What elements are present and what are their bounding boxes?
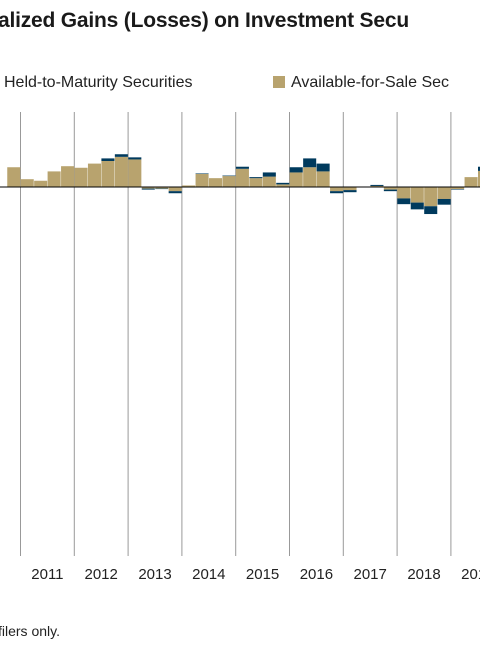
bar-htm <box>249 177 263 179</box>
bar-afs <box>424 187 438 207</box>
chart-title: alized Gains (Losses) on Investment Secu <box>0 9 409 32</box>
x-tick-label: 2016 <box>300 566 333 583</box>
bar-afs <box>235 168 249 187</box>
footnote: filers only. <box>0 623 60 639</box>
bar-afs <box>74 167 88 187</box>
bar-afs <box>87 163 101 187</box>
x-tick-label: 2015 <box>246 566 279 583</box>
bar-afs <box>47 171 61 187</box>
bar-afs <box>7 167 21 187</box>
bar-htm <box>316 163 330 172</box>
bar-afs <box>114 156 128 187</box>
bar-htm <box>437 198 451 205</box>
bar-afs <box>370 185 384 187</box>
bar-afs <box>397 187 411 199</box>
bar-htm <box>370 184 384 186</box>
bar-afs <box>289 172 303 187</box>
bar-afs <box>128 159 142 187</box>
bar-htm <box>343 190 357 193</box>
bar-afs <box>343 187 357 191</box>
bar-afs <box>478 170 480 187</box>
bar-htm <box>397 198 411 205</box>
bar-afs <box>209 178 223 187</box>
bar-htm <box>330 191 344 194</box>
bar-afs <box>276 184 290 187</box>
bar-afs <box>195 174 209 187</box>
bar-htm <box>168 191 182 194</box>
bar-afs <box>330 187 344 192</box>
bar-afs <box>437 187 451 199</box>
x-tick-label: 2019 <box>461 566 480 583</box>
bar-afs <box>464 177 478 187</box>
legend-item-afs: Available-for-Sale Sec <box>273 74 449 92</box>
legend-swatch-afs <box>273 76 285 88</box>
x-tick-label: 2013 <box>138 566 171 583</box>
bar-htm <box>262 172 276 177</box>
bar-afs <box>61 166 75 187</box>
bar-htm <box>289 167 303 173</box>
bar-htm <box>451 189 465 190</box>
bar-htm <box>155 188 169 190</box>
bar-htm <box>424 206 438 215</box>
bar-afs <box>451 187 465 190</box>
x-tick-label: 2014 <box>192 566 225 583</box>
bar-afs <box>101 161 115 187</box>
x-tick-label: 2018 <box>407 566 440 583</box>
bar-htm <box>478 166 480 171</box>
bar-afs <box>182 185 196 187</box>
bar-afs <box>141 187 155 189</box>
bar-afs <box>249 178 263 187</box>
bar-htm <box>222 175 236 177</box>
bar-afs <box>20 179 34 187</box>
bar-htm <box>195 173 209 174</box>
bar-afs <box>383 187 397 190</box>
bar-htm <box>141 188 155 190</box>
bar-afs <box>410 187 424 203</box>
bar-htm <box>303 158 317 168</box>
bar-htm <box>276 182 290 185</box>
legend-label-afs: Available-for-Sale Sec <box>291 74 450 91</box>
x-tick-label: 2012 <box>85 566 118 583</box>
bar-afs <box>34 180 48 187</box>
bar-htm <box>235 166 249 169</box>
legend-item-htm: Held-to-Maturity Securities <box>0 74 193 92</box>
bar-afs <box>316 171 330 187</box>
bar-htm <box>128 157 142 160</box>
bar-htm <box>383 189 397 192</box>
bar-afs <box>155 187 169 189</box>
x-tick-label: 2017 <box>354 566 387 583</box>
bar-htm <box>101 158 115 161</box>
bar-afs <box>303 167 317 187</box>
x-tick-label: 2011 <box>31 566 63 583</box>
bar-afs <box>168 187 182 192</box>
bar-htm <box>114 154 128 157</box>
legend-label-htm: Held-to-Maturity Securities <box>4 74 193 91</box>
bar-htm <box>410 202 424 210</box>
bar-afs <box>222 176 236 187</box>
bar-afs <box>262 176 276 187</box>
